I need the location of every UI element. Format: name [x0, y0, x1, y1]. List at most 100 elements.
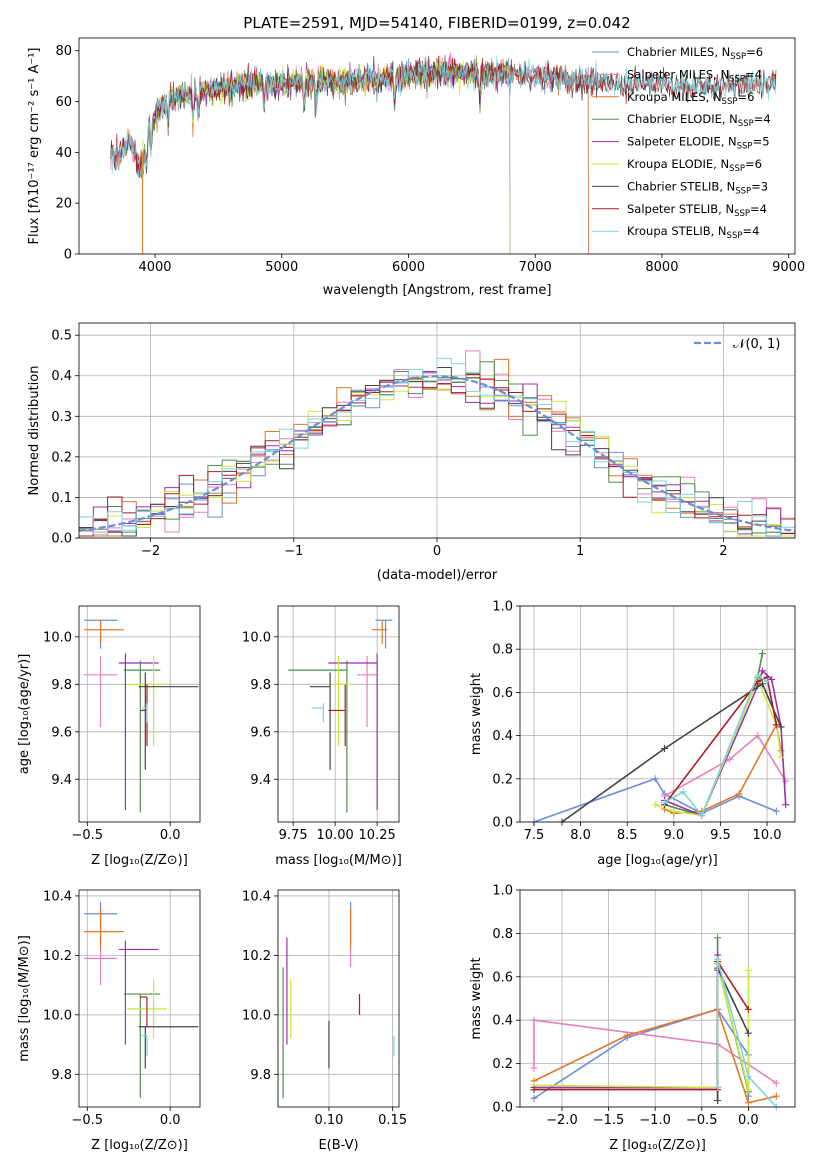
legend-entry: Kroupa MILES, NSSP=6: [627, 90, 754, 107]
weight-vs-age-marker: [758, 680, 766, 688]
spectrum-title: PLATE=2591, MJD=54140, FIBERID=0199, z=0…: [243, 14, 630, 32]
mass-vs-z-xlabel: Z [log₁₀(Z/Z⊙)]: [91, 1138, 188, 1153]
weight-vs-age-ytick-label: 0.8: [492, 643, 513, 658]
spectrum-ytick-label: 60: [55, 95, 72, 110]
weight-vs-age-xtick-label: 10.0: [753, 828, 782, 843]
weight-vs-age-ytick-label: 0.4: [492, 729, 513, 744]
mass-vs-z-ytick-label: 9.8: [51, 1068, 72, 1083]
spectrum-ytick-label: 80: [55, 44, 72, 59]
weight-vs-z-marker: [744, 1086, 752, 1094]
mass-vs-ebv-xlabel: E(B-V): [318, 1138, 358, 1153]
weight-vs-z-series-6: [716, 967, 750, 1101]
weight-vs-z-ytick-label: 1.0: [492, 884, 513, 899]
weight-vs-z-ytick-label: 0.2: [492, 1057, 513, 1072]
spectrum-ytick-label: 40: [55, 146, 72, 161]
weight-vs-age-series-0: [533, 777, 777, 823]
legend-n: =3: [751, 179, 768, 193]
weight-vs-age-ytick-label: 0.0: [492, 816, 513, 831]
weight-vs-z-marker: [530, 1086, 538, 1094]
legend-sub: SSP: [729, 164, 745, 174]
legend-sub: SSP: [722, 97, 738, 107]
spectrum-ylabel: Flux [fλ10⁻¹⁷ erg cm⁻² s⁻¹ A⁻¹]: [27, 48, 42, 245]
weight-vs-age-series-1: [664, 734, 787, 797]
legend-n: =5: [753, 135, 770, 149]
spectrum-xtick-label: 6000: [392, 260, 425, 275]
mass-vs-ebv-ytick-label: 9.8: [250, 1068, 271, 1083]
weight-vs-z-frame: [519, 889, 796, 1108]
spectrum-xlabel: wavelength [Angstrom, rest frame]: [323, 283, 552, 298]
age-vs-z-xlabel: Z [log₁₀(Z/Z⊙)]: [91, 853, 188, 868]
weight-vs-age-marker: [754, 671, 762, 679]
mass-vs-z-ylabel: mass [log₁₀(M/M⊙)]: [17, 935, 32, 1062]
weight-vs-age-marker: [726, 755, 734, 763]
mass-vs-z-xtick-label: 0.0: [160, 1113, 181, 1128]
residuals-ytick-label: 0.0: [51, 532, 72, 547]
weight-vs-z-xlabel: Z [log₁₀(Z/Z⊙)]: [609, 1138, 706, 1153]
legend-n: =6: [745, 157, 762, 171]
spectrum-series-3: [142, 55, 511, 255]
age-vs-mass-xlabel: mass [log₁₀(M/M⊙)]: [275, 853, 402, 868]
mass-vs-ebv-ytick-label: 10.4: [242, 889, 271, 904]
weight-vs-z-marker: [623, 1031, 631, 1039]
weight-vs-age-marker: [758, 650, 766, 658]
residuals-xtick-label: 2: [719, 544, 727, 559]
age-vs-mass-xtick-label: 9.75: [279, 828, 308, 843]
weight-vs-age-xlabel: age [log₁₀(age/yr)]: [597, 853, 718, 868]
age-vs-z-xtick-label: 0.0: [160, 828, 181, 843]
age-vs-mass-ytick-label: 9.6: [250, 725, 271, 740]
weight-vs-z-series-5: [533, 963, 750, 1090]
weight-vs-z-marker: [714, 1083, 722, 1091]
weight-vs-age-marker: [698, 812, 706, 820]
age-vs-z-frame: [78, 605, 201, 823]
weight-vs-age-series-7: [663, 676, 778, 806]
weight-vs-z-marker: [530, 1064, 538, 1072]
mass-vs-z-ytick-label: 10.0: [43, 1008, 72, 1023]
legend-entry: Salpeter ELODIE, NSSP=5: [627, 135, 770, 152]
legend-entry: Kroupa ELODIE, NSSP=6: [627, 157, 762, 174]
age-vs-z-ytick-label: 10.0: [43, 630, 72, 645]
weight-vs-z-xtick-label: −1.0: [639, 1113, 671, 1128]
mass-vs-z-xtick-label: −0.5: [71, 1113, 103, 1128]
age-vs-mass-ytick-label: 9.4: [250, 773, 271, 788]
legend-label: Salpeter MILES, N: [627, 67, 729, 81]
legend-normal-label: 𝒩(0, 1): [733, 337, 780, 352]
weight-vs-age-xtick-label: 8.0: [570, 828, 591, 843]
spectrum-xtick-label: 8000: [645, 260, 678, 275]
legend-n: =4: [750, 202, 767, 216]
weight-vs-age-marker: [651, 801, 659, 809]
residuals-frame: [78, 322, 796, 539]
weight-vs-z-marker: [714, 934, 722, 942]
age-vs-z-ytick-label: 9.6: [51, 725, 72, 740]
weight-vs-z-marker: [714, 1096, 722, 1104]
spectrum-xtick-label: 5000: [265, 260, 298, 275]
weight-vs-z-xtick-label: −2.0: [546, 1113, 578, 1128]
weight-vs-age-marker: [777, 723, 785, 731]
spectrum-xtick-label: 7000: [519, 260, 552, 275]
legend-sub: SSP: [729, 74, 745, 84]
weight-vs-z-xtick-label: 0.0: [738, 1113, 759, 1128]
weight-vs-z-series-7: [534, 958, 750, 1091]
mass-vs-z-ytick-label: 10.2: [43, 949, 72, 964]
weight-vs-age-marker: [670, 807, 678, 815]
age-vs-mass-ytick-label: 9.8: [250, 678, 271, 693]
residuals-ytick-label: 0.1: [51, 491, 72, 506]
weight-vs-z-marker: [772, 1079, 780, 1087]
weight-vs-z-ytick-label: 0.8: [492, 927, 513, 942]
legend-entry: Kroupa STELIB, NSSP=4: [627, 224, 759, 241]
spectrum-series-5: [142, 57, 511, 255]
spectrum-xtick-label: 9000: [772, 260, 805, 275]
weight-vs-z-ytick-label: 0.4: [492, 1014, 513, 1029]
weight-vs-age-marker: [660, 745, 668, 753]
weight-vs-age-xtick-label: 9.0: [663, 828, 684, 843]
spectrum-series-7: [110, 55, 777, 175]
legend-entry: Salpeter STELIB, NSSP=4: [627, 202, 767, 219]
legend-n: =4: [745, 67, 762, 81]
weight-vs-z-xtick-label: −1.5: [593, 1113, 625, 1128]
weight-vs-z-ytick-label: 0.6: [492, 970, 513, 985]
weight-vs-age-marker: [679, 788, 687, 796]
legend-entry: Chabrier ELODIE, NSSP=4: [627, 112, 771, 129]
weight-vs-age-xtick-label: 7.5: [524, 828, 545, 843]
weight-vs-z-ylabel: mass weight: [469, 957, 484, 1039]
legend-sub: SSP: [735, 186, 751, 196]
